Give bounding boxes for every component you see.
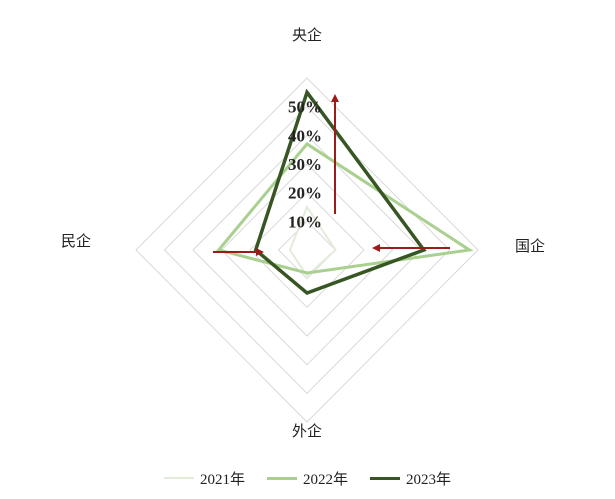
- grid-ring: [220, 163, 394, 337]
- tick-label: 50%: [288, 98, 322, 117]
- radar-grid: [135, 77, 479, 423]
- tick-label: 30%: [288, 155, 322, 174]
- axis-label-left: 民企: [61, 232, 91, 250]
- trend-arrows: [213, 94, 450, 256]
- grid-ring: [135, 77, 479, 423]
- legend-swatch-2022: [266, 476, 297, 480]
- legend-item-2022: 2022年: [266, 468, 348, 489]
- grid-ring: [249, 191, 365, 309]
- legend-item-2021: 2021年: [163, 468, 245, 489]
- radial-tick-labels: 10% 20% 30% 40% 50%: [288, 98, 322, 232]
- axis-label-right: 国企: [515, 237, 545, 255]
- series-2021年: [288, 204, 337, 278]
- series-2023年: [253, 88, 427, 295]
- legend-label-2022: 2022年: [302, 471, 348, 488]
- legend-item-2023: 2023年: [370, 468, 451, 489]
- series-2022年: [215, 141, 474, 275]
- legend-swatch-2023: [370, 476, 400, 480]
- tick-label: 20%: [288, 184, 322, 203]
- legend-label-2021: 2021年: [199, 471, 245, 488]
- legend: 2021年 2022年 2023年: [0, 466, 615, 490]
- axis-label-top: 央企: [292, 26, 322, 44]
- grid-ring: [192, 134, 422, 366]
- grid-ring: [163, 105, 451, 395]
- legend-swatch-2021: [163, 477, 194, 479]
- tick-label: 40%: [288, 126, 322, 145]
- tick-label: 10%: [288, 212, 322, 231]
- radar-series: [215, 88, 474, 295]
- grid-ring: [277, 220, 337, 280]
- axis-label-bottom: 外企: [292, 422, 322, 440]
- legend-label-2023: 2023年: [406, 471, 452, 488]
